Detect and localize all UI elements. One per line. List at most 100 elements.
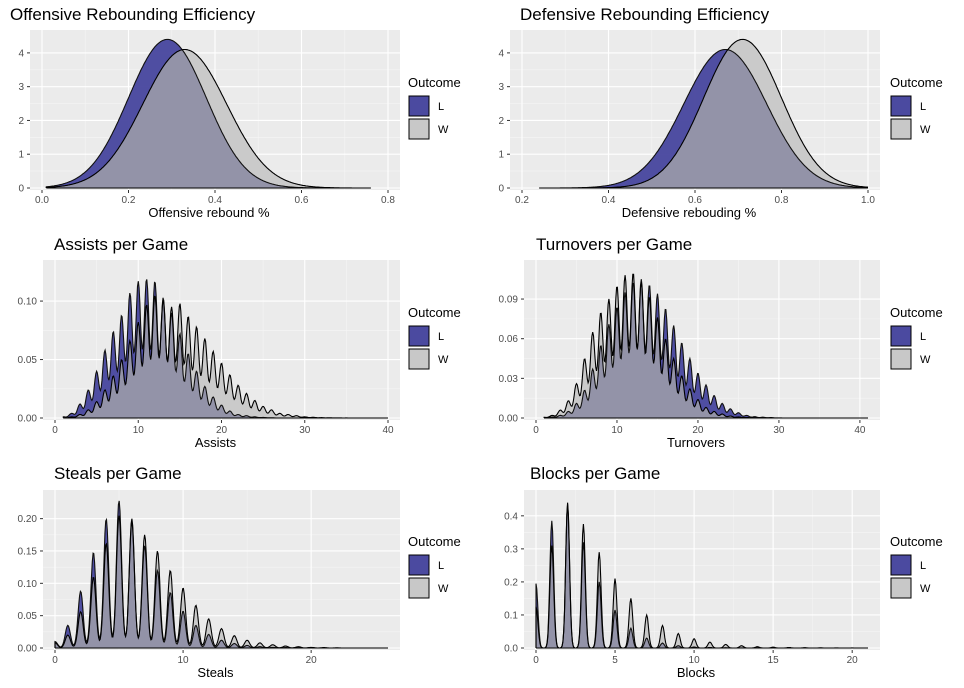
x-tick-label: 30 — [773, 425, 785, 436]
y-tick-label: 0.10 — [18, 297, 38, 308]
legend: Outcome LW — [408, 75, 461, 140]
density-excess-L — [576, 49, 728, 188]
density-overlap — [63, 296, 389, 418]
legend-title: Outcome — [408, 305, 461, 320]
legend-swatch-W — [408, 577, 430, 599]
chart-title: Assists per Game — [54, 235, 188, 254]
legend-label-L: L — [438, 101, 444, 113]
x-tick-label: 0.4 — [602, 195, 616, 206]
chart-title: Turnovers per Game — [536, 235, 692, 254]
y-tick-label: 0.15 — [18, 546, 38, 557]
y-tick-label: 0 — [498, 184, 504, 195]
y-tick-label: 3 — [498, 82, 504, 93]
legend-label-L: L — [920, 101, 926, 113]
legend-swatch-L — [890, 325, 912, 347]
y-tick-label: 0.00 — [18, 414, 38, 425]
chart-panel-6: 0 5 10 15 20 0.0 0.1 0.2 0.3 0.4 Blocks per Game Bl… — [504, 464, 943, 680]
x-tick-label: 0 — [52, 425, 58, 436]
y-tick-label: 0.00 — [18, 644, 38, 655]
x-tick-label: 0.6 — [688, 195, 702, 206]
legend-title: Outcome — [408, 75, 461, 90]
x-axis-label: Turnovers — [667, 435, 726, 450]
y-tick-label: 0.05 — [18, 611, 38, 622]
x-tick-label: 5 — [612, 655, 618, 666]
density-line-W — [45, 48, 371, 189]
x-axis-label: Offensive rebound % — [148, 205, 270, 220]
x-tick-label: 20 — [847, 655, 859, 666]
x-tick-label: 0.2 — [122, 195, 136, 206]
density-line-L — [539, 48, 868, 189]
x-axis-label: Blocks — [677, 665, 716, 680]
legend-swatch-W — [890, 348, 912, 370]
x-tick-label: 0.2 — [515, 195, 529, 206]
y-tick-label: 0.06 — [499, 334, 519, 345]
y-tick-label: 4 — [18, 48, 24, 59]
y-tick-label: 3 — [18, 82, 24, 93]
density-excess-L — [46, 39, 183, 188]
y-tick-label: 0.0 — [504, 644, 518, 655]
chart-title: Offensive Rebounding Efficiency — [10, 5, 256, 24]
chart-panel-4: 0 10 20 30 40 0.00 0.03 0.06 0.09 Turnovers per G… — [499, 235, 943, 450]
y-tick-label: 0.03 — [499, 374, 519, 385]
y-tick-label: 0.00 — [499, 414, 519, 425]
density-overlap — [544, 281, 868, 418]
x-tick-label: 20 — [692, 425, 704, 436]
y-tick-label: 1 — [18, 150, 24, 161]
x-axis-label: Steals — [197, 665, 234, 680]
x-tick-label: 0.8 — [381, 195, 395, 206]
x-tick-label: 10 — [611, 425, 623, 436]
x-tick-label: 1.0 — [861, 195, 875, 206]
x-tick-label: 0 — [533, 655, 539, 666]
x-tick-label: 40 — [382, 425, 394, 436]
legend-swatch-L — [408, 95, 430, 117]
legend-title: Outcome — [890, 305, 943, 320]
legend-label-L: L — [438, 331, 444, 343]
x-tick-label: 0.8 — [775, 195, 789, 206]
x-tick-label: 0 — [533, 425, 539, 436]
legend: Outcome LW — [890, 534, 943, 599]
x-tick-label: 0.0 — [35, 195, 49, 206]
y-tick-label: 0.4 — [504, 511, 518, 522]
legend-swatch-W — [890, 118, 912, 140]
x-tick-label: 10 — [178, 655, 190, 666]
chart-panel-5: 0 10 20 0.00 0.05 0.10 0.15 0.20 Steals per Game… — [18, 464, 461, 680]
density-overlap — [46, 49, 371, 188]
x-tick-label: 40 — [854, 425, 866, 436]
legend: Outcome LW — [890, 75, 943, 140]
y-tick-label: 0 — [18, 184, 24, 195]
legend: Outcome LW — [408, 534, 461, 599]
x-axis-label: Defensive rebouding % — [622, 205, 757, 220]
legend-title: Outcome — [408, 534, 461, 549]
legend-label-W: W — [920, 124, 931, 136]
legend-label-W: W — [438, 583, 449, 595]
legend-swatch-L — [408, 554, 430, 576]
legend-label-W: W — [438, 354, 449, 366]
legend-label-L: L — [920, 331, 926, 343]
y-tick-label: 2 — [498, 116, 504, 127]
legend-title: Outcome — [890, 534, 943, 549]
x-tick-label: 10 — [133, 425, 145, 436]
density-excess-L — [55, 500, 127, 648]
x-tick-label: 10 — [689, 655, 701, 666]
legend-label-W: W — [438, 124, 449, 136]
chart-title: Steals per Game — [54, 464, 182, 483]
x-tick-label: 0.4 — [208, 195, 222, 206]
density-excess-W — [727, 39, 868, 188]
x-tick-label: 0.6 — [295, 195, 309, 206]
legend-swatch-W — [890, 577, 912, 599]
legend-swatch-L — [890, 95, 912, 117]
y-tick-label: 0.20 — [18, 514, 38, 525]
legend-swatch-W — [408, 348, 430, 370]
x-tick-label: 20 — [306, 655, 318, 666]
density-overlap — [539, 49, 868, 188]
y-tick-label: 0.1 — [504, 610, 518, 621]
density-excess-L — [639, 279, 774, 418]
legend-label-L: L — [438, 560, 444, 572]
y-tick-label: 4 — [498, 48, 504, 59]
chart-panel-1: 0.0 0.2 0.4 0.6 0.8 0 1 2 3 4 Offensive Rebounding… — [10, 5, 461, 220]
x-tick-label: 20 — [216, 425, 228, 436]
chart-panel-2: 0.2 0.4 0.6 0.8 1.0 0 1 2 3 4 Defensive Rebounding… — [498, 5, 942, 220]
density-overlap — [536, 504, 868, 648]
